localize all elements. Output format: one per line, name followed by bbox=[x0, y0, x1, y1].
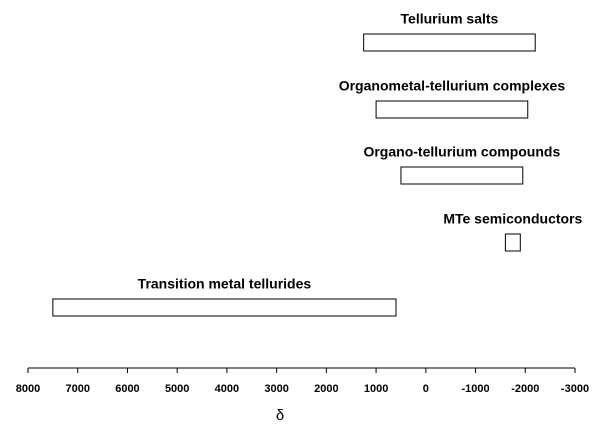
bar-label: MTe semiconductors bbox=[443, 211, 582, 227]
x-tick-label: 2000 bbox=[314, 383, 338, 395]
x-tick-label: -1000 bbox=[461, 383, 489, 395]
range-bar bbox=[52, 298, 397, 317]
x-tick-label: -3000 bbox=[561, 383, 589, 395]
range-bar bbox=[504, 233, 521, 252]
x-tick-label: 7000 bbox=[65, 383, 89, 395]
bar-label: Tellurium salts bbox=[401, 11, 499, 27]
bar-label: Organo-tellurium compounds bbox=[363, 144, 560, 160]
x-tick-label: 5000 bbox=[165, 383, 189, 395]
range-bar bbox=[375, 100, 529, 119]
x-tick-label: 6000 bbox=[115, 383, 139, 395]
x-tick-label: 0 bbox=[423, 383, 429, 395]
x-tick-label: 4000 bbox=[215, 383, 239, 395]
x-tick-label: 3000 bbox=[264, 383, 288, 395]
range-bar bbox=[363, 33, 536, 52]
range-bar bbox=[400, 166, 524, 185]
x-tick-label: 1000 bbox=[364, 383, 388, 395]
x-tick-label: -2000 bbox=[511, 383, 539, 395]
bar-label: Organometal-tellurium complexes bbox=[339, 78, 566, 94]
x-tick-label: 8000 bbox=[16, 383, 40, 395]
x-axis-label: δ bbox=[276, 407, 284, 424]
bar-label: Transition metal tellurides bbox=[138, 276, 312, 292]
